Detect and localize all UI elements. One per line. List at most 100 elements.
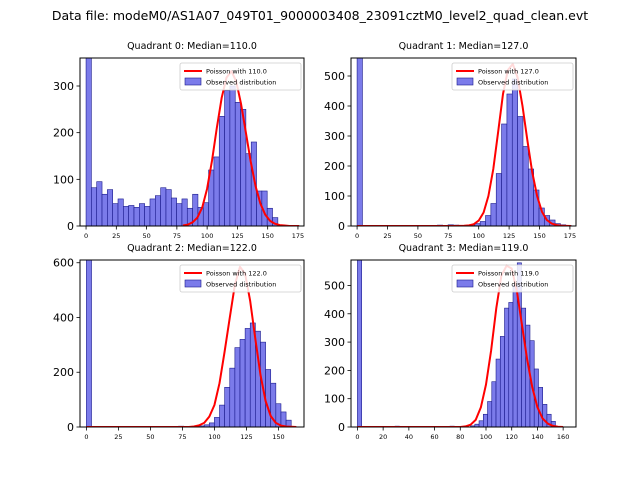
chart-3-bar (495, 358, 501, 427)
chart-1-xtick-label: 150 (533, 232, 545, 240)
chart-1-legend-bars-swatch (456, 77, 474, 86)
chart-1-ytick-label: 500 (324, 70, 345, 83)
chart-3-ytick-label: 200 (324, 364, 345, 377)
chart-2-xtick-label: 50 (146, 433, 154, 441)
chart-2-legend-curve-label: Poisson with 122.0 (206, 270, 267, 278)
chart-0-legend-bars-label: Observed distribution (206, 79, 276, 87)
chart-0-xtick-label: 75 (173, 232, 181, 240)
chart-3-xtick-label: 60 (430, 433, 438, 441)
chart-0-bar (229, 85, 236, 226)
chart-0-bars (85, 58, 279, 226)
chart-0-bar (96, 181, 103, 226)
chart-1-ytick-label: 200 (324, 160, 345, 173)
chart-2-ytick-label: 600 (53, 257, 74, 270)
chart-3-bar (357, 260, 362, 427)
chart-3-xtick-label: 0 (355, 433, 359, 441)
chart-0-bar (155, 195, 161, 226)
chart-3-xtick-label: 80 (456, 433, 464, 441)
chart-3-bar (504, 307, 510, 427)
chart-3-legend-box (451, 264, 574, 293)
chart-2-xtick-label: 0 (84, 433, 88, 441)
chart-2-bar (265, 369, 272, 427)
chart-2-bar (224, 387, 231, 427)
chart-0-bar (91, 187, 98, 226)
chart-3-bar (508, 302, 514, 427)
chart-panel-3: Quadrant 3: Median=119.0 0 20 40 60 80 100 120 1… (324, 243, 577, 441)
chart-0-xtick-label: 150 (261, 232, 273, 240)
chart-3-ytick-label: 400 (324, 308, 345, 321)
chart-3-bar (546, 413, 552, 427)
chart-2-legend-bars-label: Observed distribution (206, 281, 276, 289)
chart-2-bar (208, 422, 215, 427)
chart-0-bar (234, 102, 241, 226)
chart-2-bar (86, 260, 92, 427)
chart-0-bar (170, 197, 177, 226)
chart-2-bar (214, 417, 220, 427)
chart-0-xtick-label: 175 (292, 232, 304, 240)
chart-1-legend-bars-label: Observed distribution (478, 79, 548, 87)
chart-1-frame (350, 57, 577, 227)
chart-2-bar (234, 347, 241, 427)
chart-2-legend-bars-swatch (184, 279, 202, 288)
chart-2-legend-box (179, 264, 302, 293)
chart-0-bar (85, 58, 92, 226)
chart-1-legend-curve-label: Poisson with 127.0 (478, 68, 539, 76)
chart-3-legend-curve-label: Poisson with 119.0 (478, 270, 539, 278)
chart-0-bar (149, 198, 156, 226)
chart-1-bar (501, 123, 508, 226)
chart-3-bar (499, 336, 505, 427)
chart-3-frame (350, 259, 577, 428)
chart-0-bar (128, 205, 135, 226)
chart-0-bar (101, 193, 108, 226)
chart-3-ytick-label: 0 (338, 421, 345, 434)
chart-0-bar (218, 116, 225, 226)
chart-0-bar (160, 187, 167, 226)
chart-2-bar (229, 367, 236, 427)
chart-3-xtick-label: 20 (379, 433, 387, 441)
chart-1-xtick-label: 75 (444, 232, 452, 240)
chart-0-poisson-curve (182, 70, 300, 226)
chart-1-bar (506, 93, 513, 226)
chart-0-legend: Poisson with 110.0 Observed distribution (179, 62, 302, 91)
chart-0-xtick-label: 125 (231, 232, 243, 240)
chart-1-xtick-label: 50 (414, 232, 422, 240)
chart-3-bar (512, 285, 518, 427)
chart-1-ytick-label: 400 (324, 100, 345, 113)
chart-0-xtick-label: 100 (201, 232, 213, 240)
chart-1-ytick-label: 0 (338, 220, 345, 233)
chart-0-legend-box (179, 62, 302, 91)
chart-3-legend-bars-label: Observed distribution (478, 281, 548, 289)
chart-3-legend-bars-swatch (456, 279, 474, 288)
chart-3-bar (482, 413, 488, 427)
chart-3-xtick-label: 100 (480, 433, 492, 441)
chart-0-bar (250, 141, 257, 226)
chart-2-title: Quadrant 2: Median=122.0 (127, 243, 257, 254)
chart-0-legend-curve-label: Poisson with 110.0 (206, 68, 267, 76)
chart-panel-0: Quadrant 0: Median=110.0 0 25 50 75 100 125 150… (53, 41, 305, 240)
chart-3-bar (487, 401, 493, 427)
chart-1-bar (490, 203, 497, 226)
chart-0-xtick-label: 0 (84, 232, 88, 240)
chart-3-bar (491, 381, 497, 427)
chart-0-ytick-label: 100 (53, 173, 74, 186)
chart-2-xtick-label: 100 (208, 433, 220, 441)
chart-0-bar (176, 203, 183, 226)
chart-2-ytick-label: 400 (53, 311, 74, 324)
chart-1-ytick-label: 300 (324, 130, 345, 143)
chart-2-xtick-label: 25 (114, 433, 122, 441)
chart-1-ytick-label: 100 (324, 190, 345, 203)
chart-2-bar (219, 404, 225, 427)
chart-0-bar (181, 198, 188, 226)
chart-3-bar (478, 420, 484, 427)
chart-2-bar (244, 328, 251, 427)
chart-0-ytick-label: 300 (53, 80, 74, 93)
chart-0-xtick-label: 50 (142, 232, 150, 240)
chart-3-xtick-label: 140 (531, 433, 543, 441)
chart-2-frame (79, 259, 305, 428)
chart-panel-1: Quadrant 1: Median=127.0 0 25 50 75 100 125 150… (324, 41, 577, 240)
chart-3-title: Quadrant 3: Median=119.0 (399, 243, 529, 254)
chart-2-legend: Poisson with 122.0 Observed distribution (179, 264, 302, 293)
chart-2-bar (280, 411, 287, 427)
chart-2-xtick-label: 125 (240, 433, 252, 441)
